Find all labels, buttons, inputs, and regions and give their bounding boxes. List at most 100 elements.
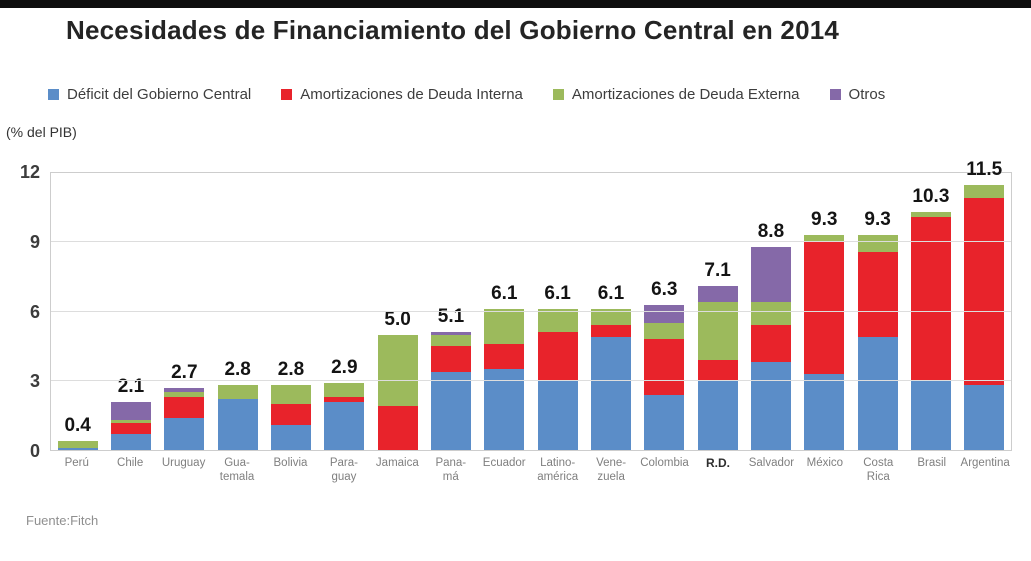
bar-segment [750,325,791,363]
stacked-bar [57,173,98,450]
bar-segment [377,406,418,450]
bar-slot: 6.1 [584,173,637,450]
stacked-bar [270,173,311,450]
stacked-bar [804,173,845,450]
stacked-bar [484,173,525,450]
legend: Déficit del Gobierno Central Amortizacion… [48,86,885,103]
bar-segment [164,392,205,397]
y-tick-label: 0 [29,441,40,461]
bar-segment [484,369,525,450]
bar-segment [697,286,738,303]
x-axis-label: Jamaica [375,457,419,469]
bar-slot: 2.9 [318,173,371,450]
bar-slot: 9.3 [798,173,851,450]
bar-slot: 5.1 [424,173,477,450]
bar-segment [377,334,418,407]
legend-label: Otros [848,86,886,103]
bar-segment [324,396,365,402]
x-axis-label: Pana- má [435,457,467,484]
bar-segment [110,401,151,421]
bar-segment [644,339,685,395]
x-axis-label: Costa Rica [863,457,894,484]
stacked-bar [644,173,685,450]
chart-title: Necesidades de Financiamiento del Gobier… [66,15,840,45]
bar-total-label: 8.8 [757,220,785,242]
x-axis-label: Para- guay [329,457,358,484]
bar-total-label: 10.3 [912,186,950,208]
legend-label: Déficit del Gobierno Central [67,86,252,103]
bar-segment [270,403,311,425]
bar-segment [910,380,951,450]
legend-item: Amortizaciones de Deuda Externa [552,86,800,103]
stacked-bar [110,173,151,450]
bar-segment [484,309,525,344]
bar-segment [324,383,365,397]
bar-total-label: 0.4 [64,414,91,436]
legend-swatch-icon [552,89,564,100]
x-axis-label: Bolivia [273,457,308,469]
stacked-bar [910,173,951,450]
y-tick-label: 6 [29,301,40,322]
bar-total-label: 6.1 [544,283,571,305]
bar-slot: 8.8 [744,173,797,450]
bar-total-label: 2.7 [171,361,198,383]
x-axis-label: Brasil [917,457,947,469]
bar-segment [57,447,98,450]
stacked-bar [590,173,631,450]
bar-segment [57,440,98,448]
bar-segment [217,399,258,450]
bar-segment [537,309,578,333]
source-note: Fuente:Fitch [26,513,99,528]
stacked-bar [537,173,578,450]
bar-segment [537,380,578,450]
bar-total-label: 2.8 [224,359,251,381]
bar-slot: 11.5 [958,160,1011,450]
legend-item: Otros [829,86,886,103]
bar-slot: 9.3 [851,173,904,450]
legend-item: Amortizaciones de Deuda Interna [281,86,523,103]
bar-total-label: 6.3 [651,278,678,300]
x-axis-label: Ecuador [482,457,526,469]
x-axis-label: Uruguay [161,457,206,469]
bar-segment [697,359,738,381]
bar-segment [964,198,1005,386]
bar-segment [964,184,1005,199]
bar-segment [644,394,685,450]
bar-slot: 10.3 [904,173,957,450]
bar-total-label: 6.1 [491,283,518,305]
bar-segment [324,401,365,450]
x-axis-label: Perú [64,457,89,469]
bar-segment [110,420,151,424]
y-tick-label: 12 [19,162,40,182]
bar-segment [857,336,898,450]
stacked-bar [164,173,205,450]
bar-slot: 6.3 [638,173,691,450]
bar-segment [857,235,898,252]
bar-segment [590,325,631,337]
bar-segment [697,380,738,450]
bar-segment [804,373,845,450]
bar-slot: 2.8 [211,173,264,450]
gridline [51,379,1011,381]
bar-segment [750,246,791,303]
bar-segment [164,396,205,418]
y-tick-label: 9 [29,231,40,252]
bar-segment [644,304,685,324]
stacked-bar [964,173,1005,450]
bar-segment [430,346,471,372]
bar-segment [430,332,471,335]
bar-total-label: 11.5 [966,158,1003,180]
bar-segment [164,387,205,393]
bar-segment [110,423,151,434]
stacked-bar [750,173,791,450]
legend-swatch-icon [829,89,841,100]
bar-segment [270,424,311,450]
legend-swatch-icon [281,89,293,100]
bar-slot: 6.1 [478,173,531,450]
bar-segment [697,302,738,360]
bar-total-label: 5.1 [437,306,465,328]
bar-slot: 7.1 [691,173,744,450]
bar-total-label: 2.9 [331,357,358,379]
stacked-bar [697,173,738,450]
bar-segment [910,212,951,217]
